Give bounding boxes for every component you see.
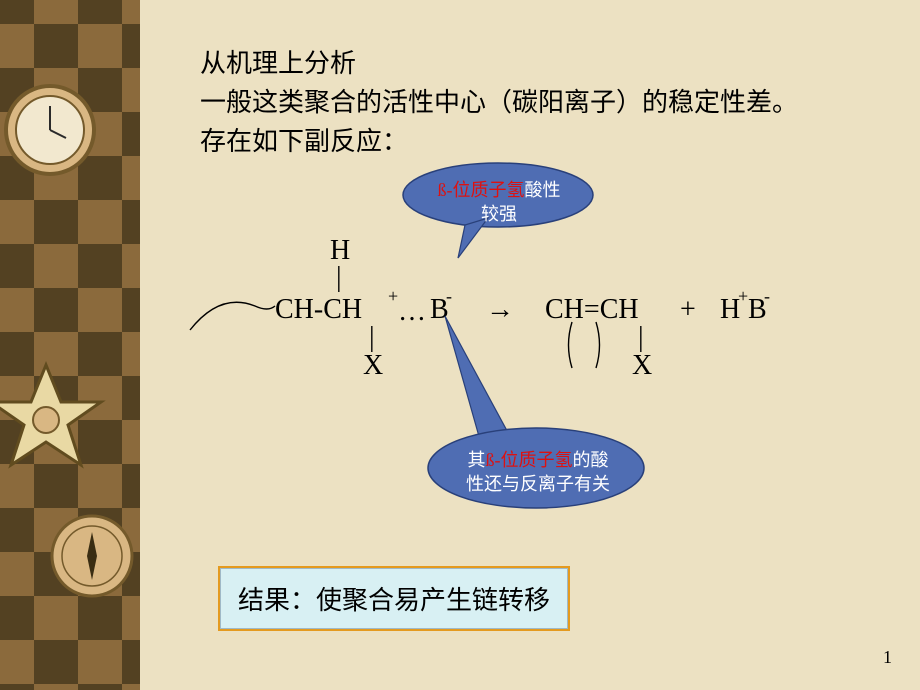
chem-neg: -: [446, 286, 452, 307]
chem-dots: …: [398, 296, 426, 328]
chem-X_left: X: [363, 350, 383, 382]
balloon-top-text: ß-位质子氢酸性较强: [420, 178, 578, 227]
intro-text: 从机理上分析 一般这类聚合的活性中心（碳阳离子）的稳定性差。 存在如下副反应：: [200, 44, 798, 161]
sidebar-svg: [0, 0, 140, 690]
chem-plus_super: +: [388, 286, 398, 307]
sidebar-image: [0, 0, 140, 690]
content-area: 从机理上分析 一般这类聚合的活性中心（碳阳离子）的稳定性差。 存在如下副反应： …: [140, 0, 920, 690]
chem-pluswd: +: [680, 294, 696, 326]
chem-Hp_sup: +: [738, 286, 748, 307]
balloon-bottom-text: 其ß-位质子氢的酸性还与反离子有关: [444, 448, 632, 497]
chem-Bp_sup: -: [764, 286, 770, 307]
slide-root: 从机理上分析 一般这类聚合的活性中心（碳阳离子）的稳定性差。 存在如下副反应： …: [0, 0, 920, 690]
result-text: 结果：使聚合易产生链转移: [238, 586, 550, 615]
result-box: 结果：使聚合易产生链转移: [218, 566, 570, 631]
intro-line1: 从机理上分析: [200, 44, 798, 83]
intro-line2: 一般这类聚合的活性中心（碳阳离子）的稳定性差。: [200, 83, 798, 122]
chem-main: CH-CH: [275, 294, 362, 326]
page-number: 1: [883, 647, 892, 668]
chem-arrow: →: [486, 294, 514, 326]
chem-H_bar: |: [336, 262, 342, 294]
intro-line3: 存在如下副反应：: [200, 122, 798, 161]
chem-X_right: X: [632, 350, 652, 382]
chem-prod1: CH=CH: [545, 294, 639, 326]
